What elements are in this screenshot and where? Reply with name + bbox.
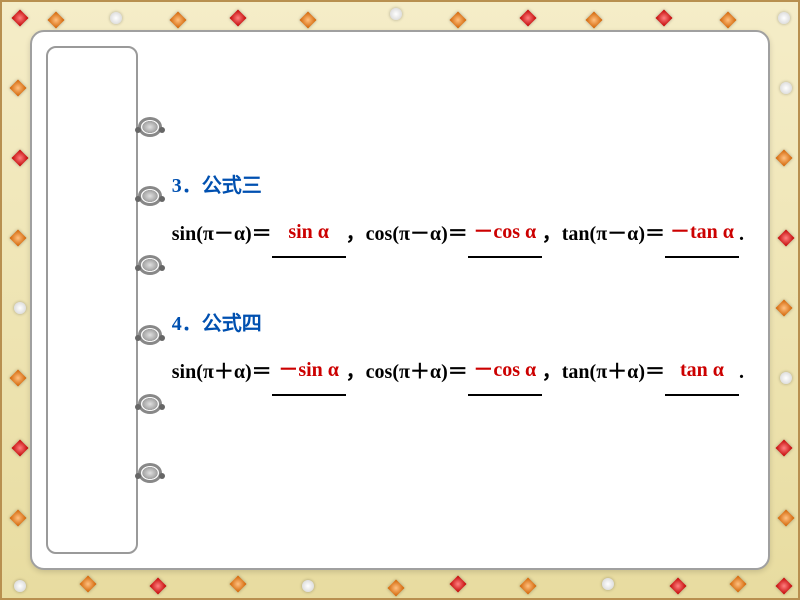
- gem-icon: [10, 370, 27, 387]
- f3-sin-lhs: sin(π－α)＝: [172, 223, 272, 245]
- gem-icon: [780, 82, 792, 94]
- notebook: 3．公式三 sin(π－α)＝sin α，cos(π－α)＝－cos α，tan…: [30, 30, 770, 570]
- gem-icon: [602, 578, 614, 590]
- f4-cos-answer: －cos α: [468, 346, 542, 396]
- gem-icon: [776, 150, 793, 167]
- gem-icon: [776, 578, 793, 595]
- gem-icon: [730, 576, 747, 593]
- spiral-ring: [138, 255, 162, 275]
- gem-icon: [778, 510, 795, 527]
- gem-icon: [720, 12, 737, 29]
- gem-icon: [388, 580, 405, 597]
- heading-number: 4．: [172, 313, 202, 335]
- spiral-ring: [138, 394, 162, 414]
- gem-icon: [230, 10, 247, 27]
- gem-icon: [170, 12, 187, 29]
- spiral-ring: [138, 117, 162, 137]
- gem-icon: [776, 440, 793, 457]
- gem-icon: [14, 302, 26, 314]
- f4-tan-lhs: ，tan(π＋α)＝: [542, 361, 665, 383]
- notebook-content: 3．公式三 sin(π－α)＝sin α，cos(π－α)＝－cos α，tan…: [162, 32, 768, 568]
- heading-formula-4: 4．公式四: [172, 300, 744, 348]
- notebook-spine: [138, 32, 162, 568]
- f3-cos-lhs: ，cos(π－α)＝: [346, 223, 468, 245]
- notebook-left-panel: [46, 46, 138, 554]
- gem-icon: [778, 230, 795, 247]
- gem-icon: [586, 12, 603, 29]
- f3-cos-answer: －cos α: [468, 208, 542, 258]
- heading-title: 公式四: [202, 313, 262, 335]
- gem-icon: [14, 580, 26, 592]
- formula-3-line: sin(π－α)＝sin α，cos(π－α)＝－cos α，tan(π－α)＝…: [172, 210, 744, 260]
- gem-icon: [776, 300, 793, 317]
- gem-icon: [12, 150, 29, 167]
- gem-icon: [300, 12, 317, 29]
- gem-icon: [110, 12, 122, 24]
- gem-icon: [520, 578, 537, 595]
- gem-icon: [670, 578, 687, 595]
- gem-icon: [230, 576, 247, 593]
- gem-icon: [12, 440, 29, 457]
- f3-tail: .: [739, 223, 744, 245]
- gem-icon: [520, 10, 537, 27]
- gem-icon: [390, 8, 402, 20]
- gem-icon: [10, 80, 27, 97]
- spiral-ring: [138, 186, 162, 206]
- gem-icon: [48, 12, 65, 29]
- spiral-ring: [138, 325, 162, 345]
- f3-sin-answer: sin α: [272, 208, 346, 258]
- gem-icon: [778, 12, 790, 24]
- gem-icon: [10, 230, 27, 247]
- gem-icon: [656, 10, 673, 27]
- gem-icon: [12, 10, 29, 27]
- gem-icon: [450, 576, 467, 593]
- gem-icon: [450, 12, 467, 29]
- spiral-ring: [138, 463, 162, 483]
- heading-number: 3．: [172, 175, 202, 197]
- heading-formula-3: 3．公式三: [172, 162, 744, 210]
- gem-icon: [302, 580, 314, 592]
- gem-icon: [10, 510, 27, 527]
- gem-icon: [150, 578, 167, 595]
- f4-sin-answer: －sin α: [272, 346, 346, 396]
- f4-sin-lhs: sin(π＋α)＝: [172, 361, 272, 383]
- heading-title: 公式三: [202, 175, 262, 197]
- gem-icon: [780, 372, 792, 384]
- decorative-frame: 3．公式三 sin(π－α)＝sin α，cos(π－α)＝－cos α，tan…: [0, 0, 800, 600]
- f4-tan-answer: tan α: [665, 346, 739, 396]
- f4-cos-lhs: ，cos(π＋α)＝: [346, 361, 468, 383]
- gem-icon: [80, 576, 97, 593]
- f4-tail: .: [739, 361, 744, 383]
- f3-tan-answer: －tan α: [665, 208, 739, 258]
- formula-4-line: sin(π＋α)＝－sin α，cos(π＋α)＝－cos α，tan(π＋α)…: [172, 348, 744, 398]
- f3-tan-lhs: ，tan(π－α)＝: [542, 223, 665, 245]
